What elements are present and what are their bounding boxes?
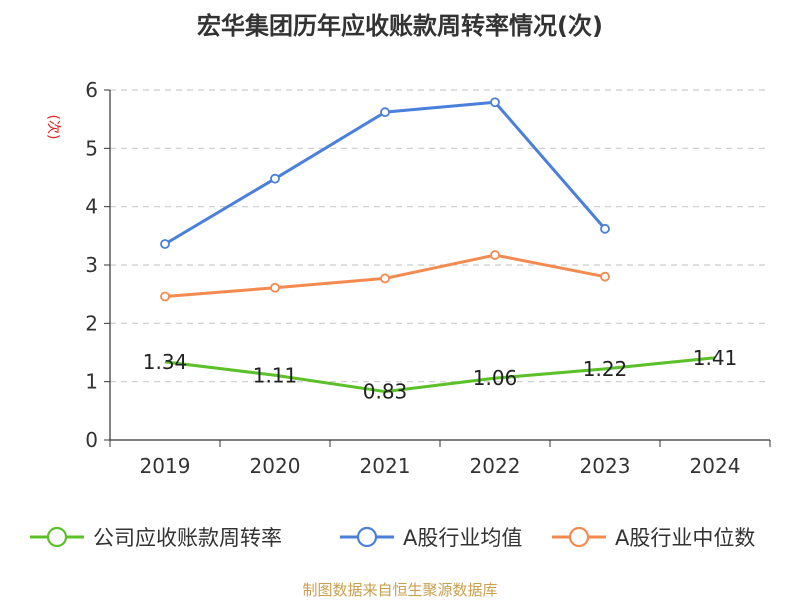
data-point [270, 173, 280, 184]
y-tick-label: 3 [85, 253, 98, 277]
data-point [380, 107, 390, 118]
x-tick-label: 2022 [470, 454, 521, 478]
x-tick-label: 2020 [250, 454, 301, 478]
legend-label: A股行业均值 [403, 526, 522, 550]
y-tick-label: 6 [85, 78, 98, 102]
x-tick-label: 2023 [580, 454, 631, 478]
x-tick-label: 2019 [140, 454, 191, 478]
data-label: 1.06 [473, 366, 518, 390]
footer-source: 制图数据来自恒生聚源数据库 [302, 581, 497, 599]
data-label: 1.41 [693, 346, 738, 370]
data-point [160, 239, 170, 249]
data-labels: 1.34 1.11 0.83 1.06 1.22 1.41 [143, 346, 738, 404]
y-tick-label: 2 [85, 311, 98, 335]
y-tick-label: 4 [85, 195, 98, 219]
data-label: 1.34 [143, 350, 188, 374]
data-point [490, 97, 500, 108]
y-tick-label: 0 [85, 428, 98, 452]
grid-lines [110, 89, 770, 383]
data-point [380, 273, 390, 284]
legend: 公司应收账款周转率 A股行业均值 A股行业中位数 [30, 526, 755, 550]
data-point [600, 223, 610, 234]
series-line [164, 100, 607, 246]
plot-area [160, 97, 716, 394]
data-point [600, 271, 610, 282]
x-tick-label: 2021 [360, 454, 411, 478]
data-point [160, 291, 170, 302]
legend-label: 公司应收账款周转率 [93, 526, 282, 550]
x-tick-label: 2024 [690, 454, 741, 478]
data-label: 0.83 [363, 380, 408, 404]
series-line [164, 356, 716, 394]
axes: 0 1 2 3 4 5 6 2019 2020 2021 2022 2023 2024 [85, 78, 771, 478]
legend-marker [46, 526, 68, 548]
legend-label: A股行业中位数 [615, 526, 755, 550]
legend-marker [568, 526, 590, 548]
data-label: 1.22 [583, 357, 628, 381]
data-label: 1.11 [253, 363, 298, 387]
legend-marker [356, 526, 378, 548]
data-point [270, 282, 280, 293]
y-axis-label: (次) [45, 115, 61, 140]
data-point [490, 250, 500, 260]
y-tick-label: 5 [85, 136, 98, 160]
chart-title: 宏华集团历年应收账款周转率情况(次) [197, 12, 603, 40]
y-tick-label: 1 [85, 370, 98, 394]
